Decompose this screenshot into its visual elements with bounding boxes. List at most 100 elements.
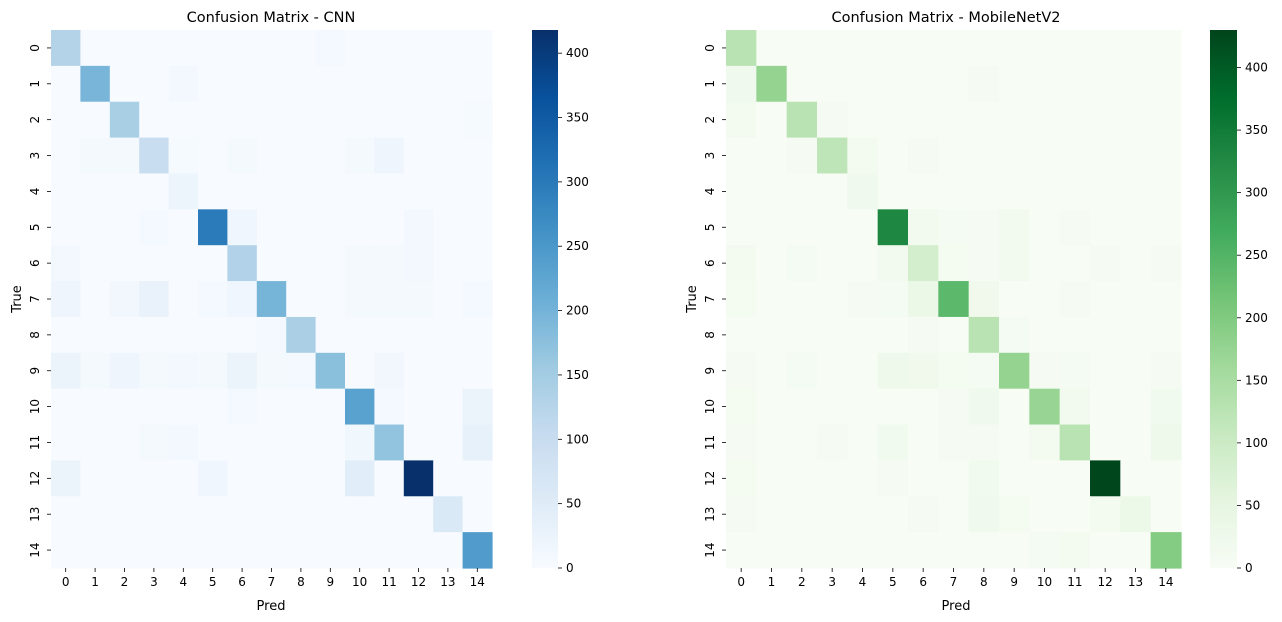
heatmap-cell-r7-c11 [374, 281, 405, 318]
heatmap-cell-r4-c2 [109, 173, 140, 210]
y-tick-label: 7 [28, 295, 42, 303]
heatmap-cell-r5-c12 [403, 209, 434, 246]
heatmap-cell-r4-c12 [1090, 173, 1121, 210]
heatmap-cell-r2-c2 [109, 101, 140, 139]
heatmap-cell-r3-c10 [345, 137, 375, 175]
x-tick-label: 5 [889, 575, 897, 589]
heatmap-cell-r13-c4 [847, 496, 879, 533]
heatmap-cell-r0-c9 [315, 30, 346, 67]
heatmap-cell-r2-c13 [433, 101, 464, 139]
heatmap-cell-r10-c10 [1029, 388, 1061, 426]
heatmap-cell-r6-c6 [227, 245, 258, 282]
heatmap-cell-r10-c9 [315, 388, 346, 426]
heatmap-cell-r5-c1 [756, 209, 788, 246]
heatmap-cell-r11-c4 [168, 424, 199, 461]
heatmap-cell-r4-c3 [139, 173, 170, 210]
heatmap-cell-r11-c4 [847, 424, 879, 461]
heatmap-cell-r4-c0 [726, 173, 757, 210]
heatmap-cell-r13-c0 [726, 496, 757, 533]
heatmap-cell-r8-c6 [908, 316, 939, 354]
heatmap-cell-r10-c5 [198, 388, 228, 426]
heatmap-cell-r6-c3 [817, 245, 848, 282]
heatmap-cell-r10-c6 [227, 388, 258, 426]
heatmap-cell-r1-c1 [756, 65, 788, 103]
heatmap-cell-r1-c4 [847, 65, 879, 103]
heatmap-cell-r10-c13 [433, 388, 464, 426]
heatmap-cell-r2-c8 [286, 101, 317, 139]
heatmap-cell-r5-c5 [198, 209, 228, 246]
heatmap-cell-r9-c11 [1059, 352, 1091, 390]
heatmap-cell-r14-c14 [1150, 532, 1182, 569]
heatmap-cell-r14-c13 [1120, 532, 1152, 569]
colorbar-tick-label: 0 [1245, 561, 1253, 575]
heatmap-cell-r1-c1 [80, 65, 111, 103]
heatmap-cell-r7-c2 [109, 281, 140, 318]
x-tick-label: 9 [326, 575, 334, 589]
heatmap-cell-r11-c3 [817, 424, 848, 461]
heatmap-cell-r14-c7 [938, 532, 970, 569]
heatmap-cell-r4-c5 [198, 173, 228, 210]
heatmap-cell-r5-c1 [80, 209, 111, 246]
heatmap-cell-r13-c8 [286, 496, 317, 533]
heatmap-cell-r11-c11 [1059, 424, 1091, 461]
heatmap-cell-r0-c12 [403, 30, 434, 67]
heatmap-cell-r6-c8 [286, 245, 317, 282]
heatmap-cell-r2-c3 [817, 101, 848, 139]
heatmap-cell-r6-c9 [315, 245, 346, 282]
heatmap-cell-r13-c14 [462, 496, 493, 533]
heatmap-cell-r2-c4 [847, 101, 879, 139]
heatmap-cell-r12-c4 [168, 460, 199, 497]
heatmap-cell-r5-c2 [109, 209, 140, 246]
heatmap-cell-r10-c2 [109, 388, 140, 426]
y-tick-label: 14 [28, 542, 42, 557]
heatmap-cell-r1-c6 [908, 65, 939, 103]
heatmap-cell-r7-c3 [817, 281, 848, 318]
heatmap-cell-r10-c12 [1090, 388, 1121, 426]
heatmap-cell-r9-c9 [999, 352, 1030, 390]
heatmap-cell-r0-c2 [786, 30, 818, 67]
heatmap-cell-r3-c12 [1090, 137, 1121, 175]
heatmap-cell-r1-c9 [999, 65, 1030, 103]
heatmap-cell-r14-c9 [315, 532, 346, 569]
heatmap-cell-r4-c11 [1059, 173, 1091, 210]
heatmap-cell-r1-c8 [968, 65, 1000, 103]
heatmap-cell-r14-c4 [168, 532, 199, 569]
heatmap-cell-r1-c5 [198, 65, 228, 103]
x-tick-label: 13 [1128, 575, 1143, 589]
heatmap-cell-r6-c1 [80, 245, 111, 282]
heatmap-cell-r8-c7 [938, 316, 970, 354]
heatmap-cell-r11-c0 [51, 424, 81, 461]
colorbar-tick-label: 250 [1245, 248, 1268, 262]
heatmap-cell-r12-c12 [403, 460, 434, 497]
heatmap-cell-r14-c11 [1059, 532, 1091, 569]
heatmap-cell-r7-c12 [403, 281, 434, 318]
heatmap-cell-r8-c3 [817, 316, 848, 354]
y-tick-label: 6 [28, 259, 42, 267]
heatmap-cell-r4-c10 [1029, 173, 1061, 210]
x-tick-label: 3 [150, 575, 158, 589]
heatmap-cell-r11-c10 [1029, 424, 1061, 461]
heatmap-cell-r9-c3 [817, 352, 848, 390]
heatmap-cell-r1-c11 [1059, 65, 1091, 103]
colorbar-tick-label: 100 [566, 432, 589, 446]
heatmap-cell-r7-c8 [968, 281, 1000, 318]
heatmap-cell-r12-c12 [1090, 460, 1121, 497]
heatmap-cell-r1-c10 [345, 65, 375, 103]
heatmap-cell-r7-c4 [847, 281, 879, 318]
x-tick-label: 11 [1067, 575, 1082, 589]
y-tick-label: 8 [28, 331, 42, 339]
heatmap-cell-r14-c2 [109, 532, 140, 569]
x-tick-label: 7 [268, 575, 276, 589]
heatmap-cell-r10-c0 [726, 388, 757, 426]
heatmap-cell-r14-c10 [1029, 532, 1061, 569]
x-tick-label: 6 [238, 575, 246, 589]
heatmap-cell-r12-c8 [286, 460, 317, 497]
heatmap-cell-r3-c3 [139, 137, 170, 175]
y-tick-label: 0 [28, 44, 42, 52]
x-tick-label: 4 [179, 575, 187, 589]
heatmap-cell-r13-c10 [1029, 496, 1061, 533]
colorbar-tick-label: 300 [1245, 186, 1268, 200]
heatmap-cell-r13-c1 [80, 496, 111, 533]
heatmap-cell-r6-c7 [938, 245, 970, 282]
